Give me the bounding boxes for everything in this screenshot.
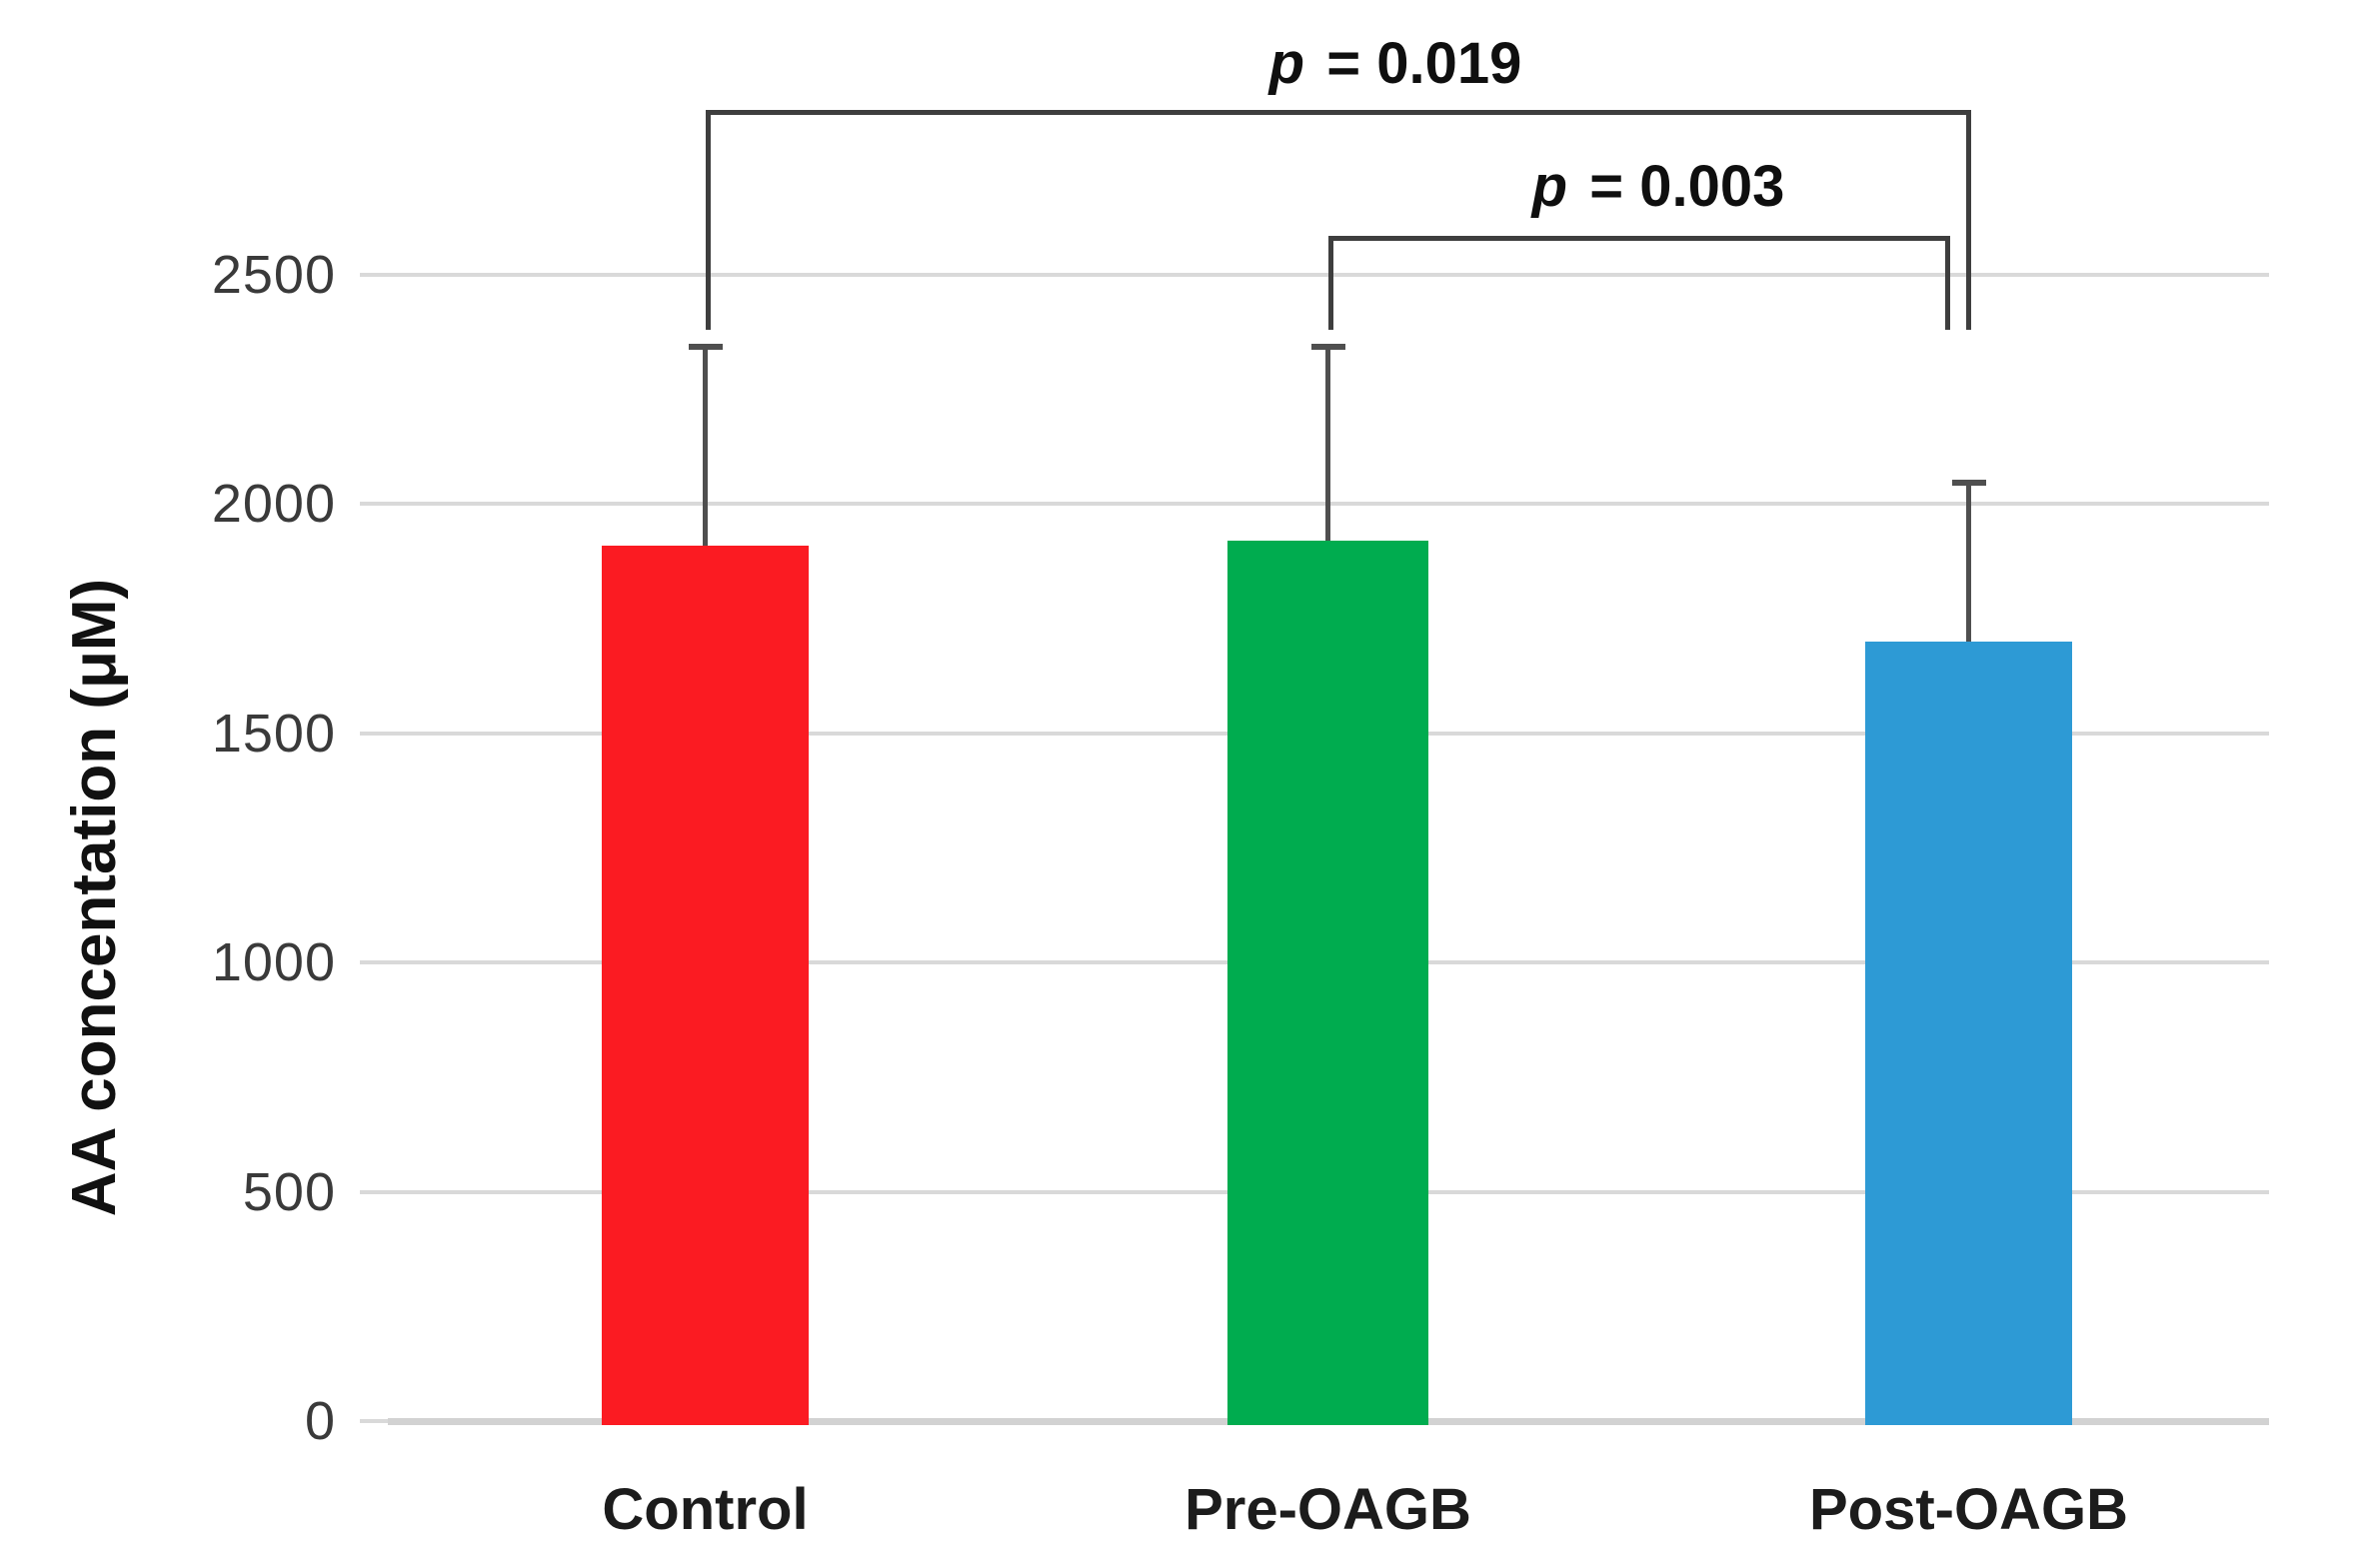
- category-label-post-oagb: Post-OAGB: [1809, 1477, 2128, 1542]
- bar-pre-oagb: [1227, 541, 1428, 1425]
- y-tick-mark-1500: [360, 732, 396, 736]
- error-bar-control: [703, 348, 708, 546]
- significance-bracket-1-right-vertical: [1966, 110, 1971, 330]
- p-symbol: p: [1531, 154, 1568, 219]
- error-bar-cap-post-oagb: [1952, 480, 1986, 486]
- y-tick-mark-2000: [360, 502, 396, 506]
- bar-control: [602, 546, 809, 1425]
- significance-bracket-1-horizontal: [706, 110, 1971, 115]
- gridline-2000: [396, 502, 2269, 506]
- y-tick-mark-1000: [360, 960, 396, 964]
- y-tick-label-500: 500: [242, 1162, 336, 1222]
- p-value-label-2: p = 0.003: [1531, 154, 1785, 219]
- category-label-pre-oagb: Pre-OAGB: [1184, 1477, 1471, 1542]
- y-tick-label-2000: 2000: [211, 474, 336, 534]
- y-tick-label-1500: 1500: [211, 704, 336, 764]
- p-symbol: p: [1268, 31, 1305, 96]
- significance-bracket-1-left-vertical: [706, 110, 711, 330]
- p-value-label-1: p = 0.019: [1268, 31, 1522, 96]
- error-bar-cap-control: [689, 344, 723, 350]
- significance-bracket-2-right-vertical: [1945, 236, 1950, 330]
- error-bar-post-oagb: [1966, 484, 1971, 642]
- y-tick-label-0: 0: [304, 1391, 336, 1451]
- bar-post-oagb: [1865, 642, 2072, 1425]
- y-tick-mark-0: [360, 1419, 396, 1423]
- y-tick-label-2500: 2500: [211, 245, 336, 305]
- error-bar-pre-oagb: [1325, 348, 1330, 541]
- y-tick-label-1000: 1000: [211, 932, 336, 992]
- significance-bracket-2-left-vertical: [1328, 236, 1333, 330]
- significance-bracket-2-horizontal: [1328, 236, 1950, 241]
- error-bar-cap-pre-oagb: [1311, 344, 1345, 350]
- category-label-control: Control: [602, 1477, 809, 1542]
- y-tick-mark-500: [360, 1190, 396, 1194]
- y-tick-mark-2500: [360, 273, 396, 277]
